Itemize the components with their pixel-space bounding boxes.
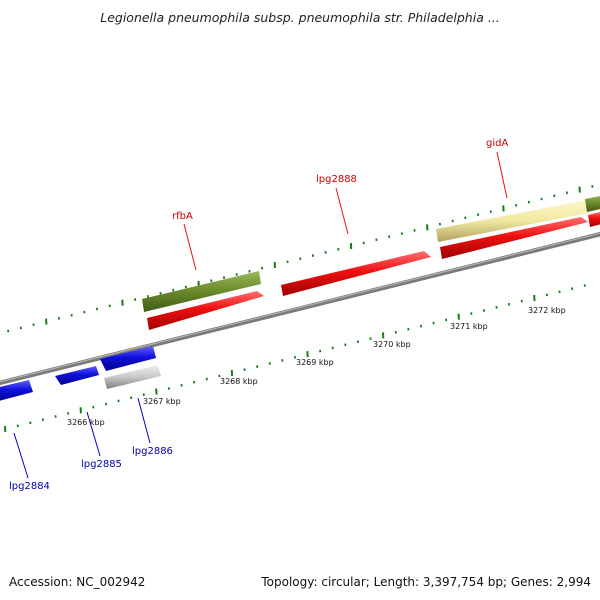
gene-next-forward[interactable] xyxy=(588,211,600,227)
tick-label-3266: 3266 kbp xyxy=(67,418,105,427)
tick-label-3268: 3268 kbp xyxy=(220,377,258,386)
tick-label-3270: 3270 kbp xyxy=(373,340,411,349)
tick-label-3271: 3271 kbp xyxy=(450,322,488,331)
tick-label-3269: 3269 kbp xyxy=(296,358,334,367)
gene-rfbA[interactable] xyxy=(142,271,261,312)
genome-backbone xyxy=(0,231,600,386)
gene-lpg2884[interactable] xyxy=(0,380,33,402)
gene-gidA[interactable] xyxy=(436,200,588,242)
gene-lpg2888[interactable] xyxy=(281,251,431,296)
label-gidA[interactable]: gidA xyxy=(486,138,508,149)
tick-label-3272: 3272 kbp xyxy=(528,306,566,315)
genome-stats-text: Topology: circular; Length: 3,397,754 bp… xyxy=(261,575,591,589)
gene-rfbA-forward[interactable] xyxy=(147,291,264,330)
label-lpg2884[interactable]: lpg2884 xyxy=(9,481,50,492)
genome-title: Legionella pneumophila subsp. pneumophil… xyxy=(100,10,500,25)
label-rfbA[interactable]: rfbA xyxy=(172,211,193,222)
label-lpg2885[interactable]: lpg2885 xyxy=(81,459,122,470)
leader-lpg2885 xyxy=(86,411,101,457)
tick-label-3267: 3267 kbp xyxy=(143,397,181,406)
genome-backbone-highlight xyxy=(0,232,600,383)
leader-gidA xyxy=(496,151,508,199)
gene-olive-edge[interactable] xyxy=(585,195,600,212)
accession-text: Accession: NC_002942 xyxy=(9,575,146,589)
leader-lpg2886 xyxy=(137,397,151,444)
gene-lpg2886[interactable] xyxy=(100,346,156,371)
lower-tick-row xyxy=(4,284,586,433)
leader-rfbA xyxy=(183,223,197,271)
label-lpg2888[interactable]: lpg2888 xyxy=(316,174,357,185)
gene-lpg2885[interactable] xyxy=(55,366,99,385)
leader-lpg2888 xyxy=(335,187,349,235)
leader-lpg2884 xyxy=(13,432,29,479)
gene-gidA-forward[interactable] xyxy=(440,217,588,259)
label-lpg2886[interactable]: lpg2886 xyxy=(132,446,173,457)
gene-lpg2886-grey[interactable] xyxy=(104,365,161,389)
